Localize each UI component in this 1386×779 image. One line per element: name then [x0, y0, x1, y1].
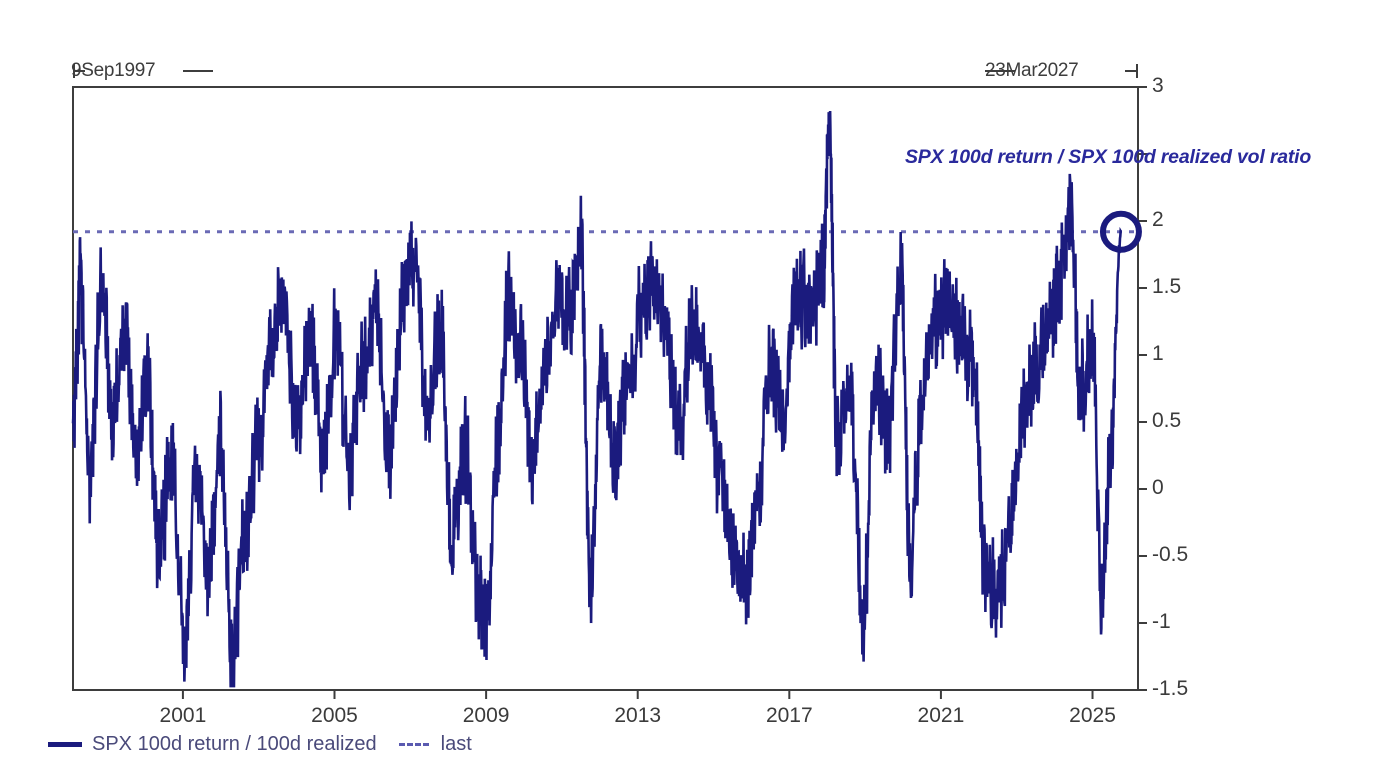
range-end-tick — [73, 64, 75, 78]
legend-item-last[interactable]: last — [377, 733, 472, 756]
x-tick-label: 2001 — [159, 704, 207, 727]
y-tick-label: 0.5 — [1152, 409, 1182, 432]
x-tick-label: 2021 — [917, 704, 965, 727]
y-tick-label: 0 — [1152, 476, 1164, 499]
y-tick-label: -0.5 — [1152, 543, 1189, 566]
range-start-label: 9Sep1997 — [71, 60, 156, 81]
y-tick-label: -1 — [1152, 610, 1171, 633]
range-end-label: 23Mar2027 — [985, 60, 1079, 81]
chart-legend: SPX 100d return / 100d realized last — [48, 733, 472, 756]
series-annotation-label: SPX 100d return / SPX 100d realized vol … — [905, 146, 1312, 168]
x-tick-label: 2017 — [765, 704, 813, 727]
y-tick-label: 1 — [1152, 342, 1164, 365]
legend-item-series[interactable]: SPX 100d return / 100d realized — [48, 733, 377, 756]
legend-label-last: last — [440, 733, 472, 755]
y-tick-label: 2 — [1152, 208, 1164, 231]
x-tick-label: 2025 — [1069, 704, 1116, 727]
y-tick-label: 3 — [1152, 74, 1164, 97]
legend-label-series: SPX 100d return / 100d realized — [92, 733, 377, 755]
x-tick-label: 2009 — [462, 704, 510, 727]
range-leader-rule — [985, 70, 1015, 72]
range-leader-rule — [1125, 70, 1137, 72]
range-end-tick — [1136, 64, 1138, 78]
legend-solid-line-icon — [48, 742, 82, 747]
legend-dashed-line-icon — [398, 743, 429, 746]
y-tick-label: 1.5 — [1152, 275, 1182, 298]
y-tick-label: -1.5 — [1152, 677, 1189, 700]
range-leader-rule — [183, 70, 213, 72]
range-leader-rule — [75, 70, 85, 72]
x-tick-label: 2013 — [614, 704, 662, 727]
x-tick-label: 2005 — [311, 704, 358, 727]
